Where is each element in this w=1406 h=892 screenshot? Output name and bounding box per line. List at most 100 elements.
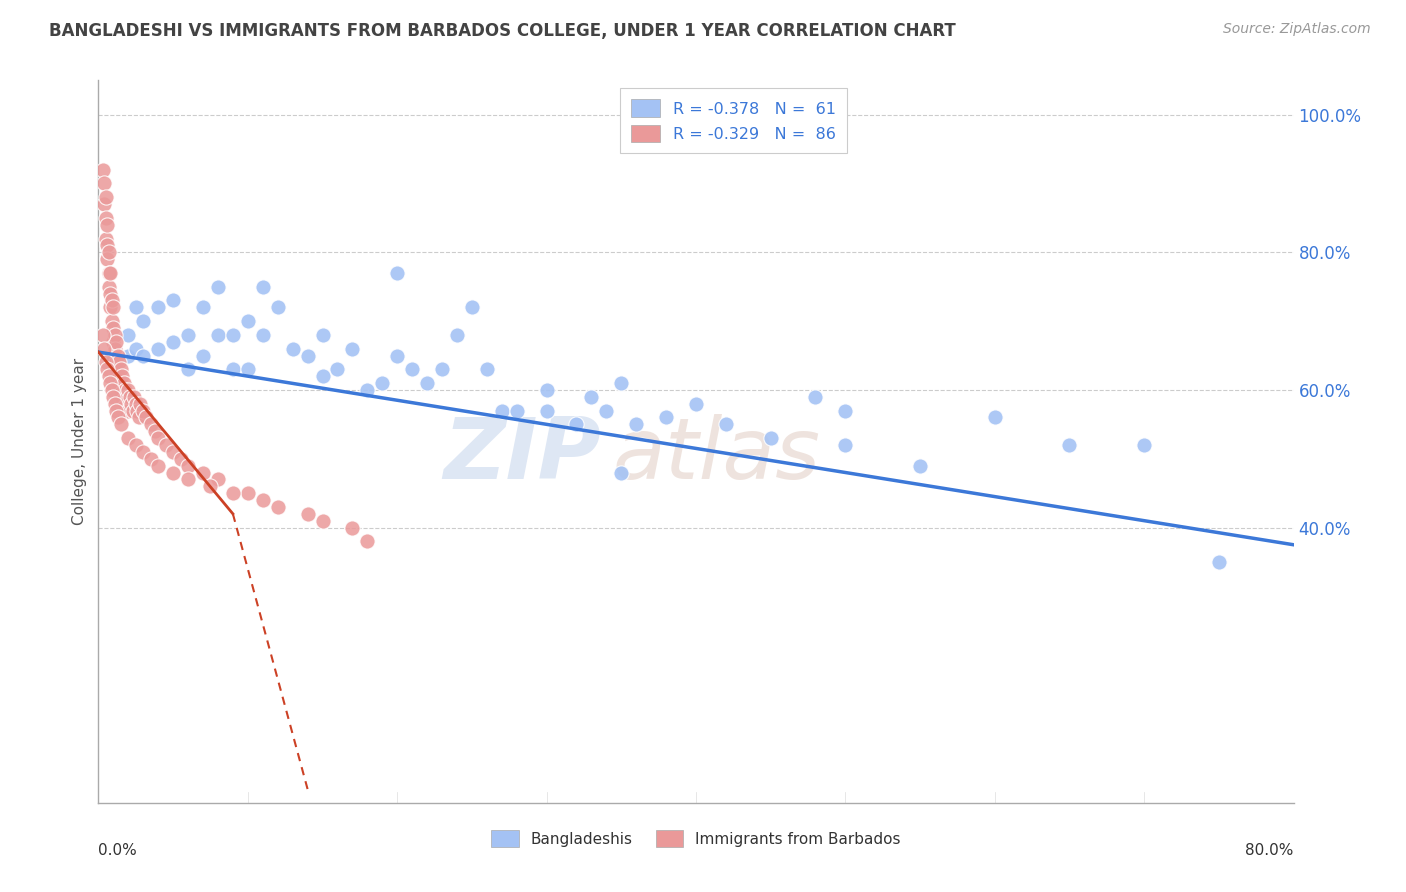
Point (446, 327, 468, 342)
Point (96, 252, 118, 267)
Point (1133, 438, 1156, 452)
Point (98, 286, 122, 301)
Point (103, 349, 125, 363)
Point (108, 376, 131, 390)
Point (177, 327, 200, 342)
Point (98, 301, 122, 315)
Point (191, 466, 214, 480)
Point (110, 383, 132, 397)
Point (155, 438, 177, 452)
Point (108, 355, 131, 369)
Point (984, 410, 1007, 425)
Point (177, 362, 200, 376)
Point (191, 301, 214, 315)
Point (162, 466, 184, 480)
Text: 0.0%: 0.0% (98, 843, 138, 857)
Point (93, 342, 115, 356)
Point (207, 472, 229, 486)
Point (132, 445, 155, 459)
Point (311, 514, 333, 528)
Point (252, 327, 274, 342)
Text: Source: ZipAtlas.com: Source: ZipAtlas.com (1223, 22, 1371, 37)
Point (581, 390, 603, 404)
Point (356, 534, 378, 549)
Point (128, 410, 150, 425)
Point (107, 410, 129, 425)
Point (132, 403, 155, 417)
Point (96, 362, 118, 376)
Point (117, 327, 139, 342)
Point (536, 383, 558, 397)
Point (96, 238, 118, 252)
Point (536, 403, 558, 417)
Point (626, 417, 648, 432)
Point (595, 403, 617, 417)
Text: 80.0%: 80.0% (1246, 843, 1294, 857)
Point (121, 403, 143, 417)
Point (93, 197, 115, 211)
Point (125, 301, 148, 315)
Point (103, 301, 125, 315)
Point (267, 301, 290, 315)
Point (356, 383, 378, 397)
Point (1208, 555, 1230, 569)
Point (236, 362, 259, 376)
Point (111, 390, 134, 404)
Point (222, 486, 245, 500)
Point (342, 520, 364, 534)
Point (236, 486, 259, 500)
Point (103, 321, 125, 335)
Point (416, 376, 439, 390)
Point (124, 390, 146, 404)
Point (143, 424, 166, 438)
Point (834, 403, 856, 417)
Point (267, 500, 290, 514)
Point (139, 451, 162, 466)
Point (834, 438, 856, 452)
Point (297, 507, 319, 521)
Point (311, 369, 333, 384)
Point (110, 417, 132, 432)
Point (461, 301, 484, 315)
Point (127, 403, 149, 417)
Point (97, 245, 120, 260)
Point (491, 403, 513, 417)
Point (97, 279, 120, 293)
Point (475, 362, 498, 376)
Point (281, 342, 304, 356)
Legend: Bangladeshis, Immigrants from Barbados: Bangladeshis, Immigrants from Barbados (485, 824, 907, 853)
Point (177, 458, 200, 473)
Point (115, 390, 138, 404)
Point (148, 342, 170, 356)
Point (655, 410, 678, 425)
Point (565, 417, 588, 432)
Point (169, 451, 191, 466)
Point (117, 383, 139, 397)
Point (148, 458, 170, 473)
Point (200, 479, 222, 493)
Point (430, 362, 453, 376)
Point (101, 314, 124, 328)
Point (105, 355, 128, 369)
Point (610, 376, 633, 390)
Point (104, 397, 127, 411)
Point (111, 369, 134, 384)
Point (107, 349, 129, 363)
Point (125, 438, 148, 452)
Point (148, 301, 170, 315)
Point (117, 431, 139, 445)
Point (117, 349, 139, 363)
Point (94, 231, 117, 245)
Point (207, 327, 229, 342)
Point (104, 342, 127, 356)
Point (132, 349, 155, 363)
Point (129, 397, 152, 411)
Point (610, 466, 633, 480)
Point (110, 362, 132, 376)
Point (96, 218, 118, 232)
Point (107, 369, 129, 384)
Point (98, 376, 122, 390)
Point (236, 314, 259, 328)
Point (91, 327, 114, 342)
Point (759, 431, 782, 445)
